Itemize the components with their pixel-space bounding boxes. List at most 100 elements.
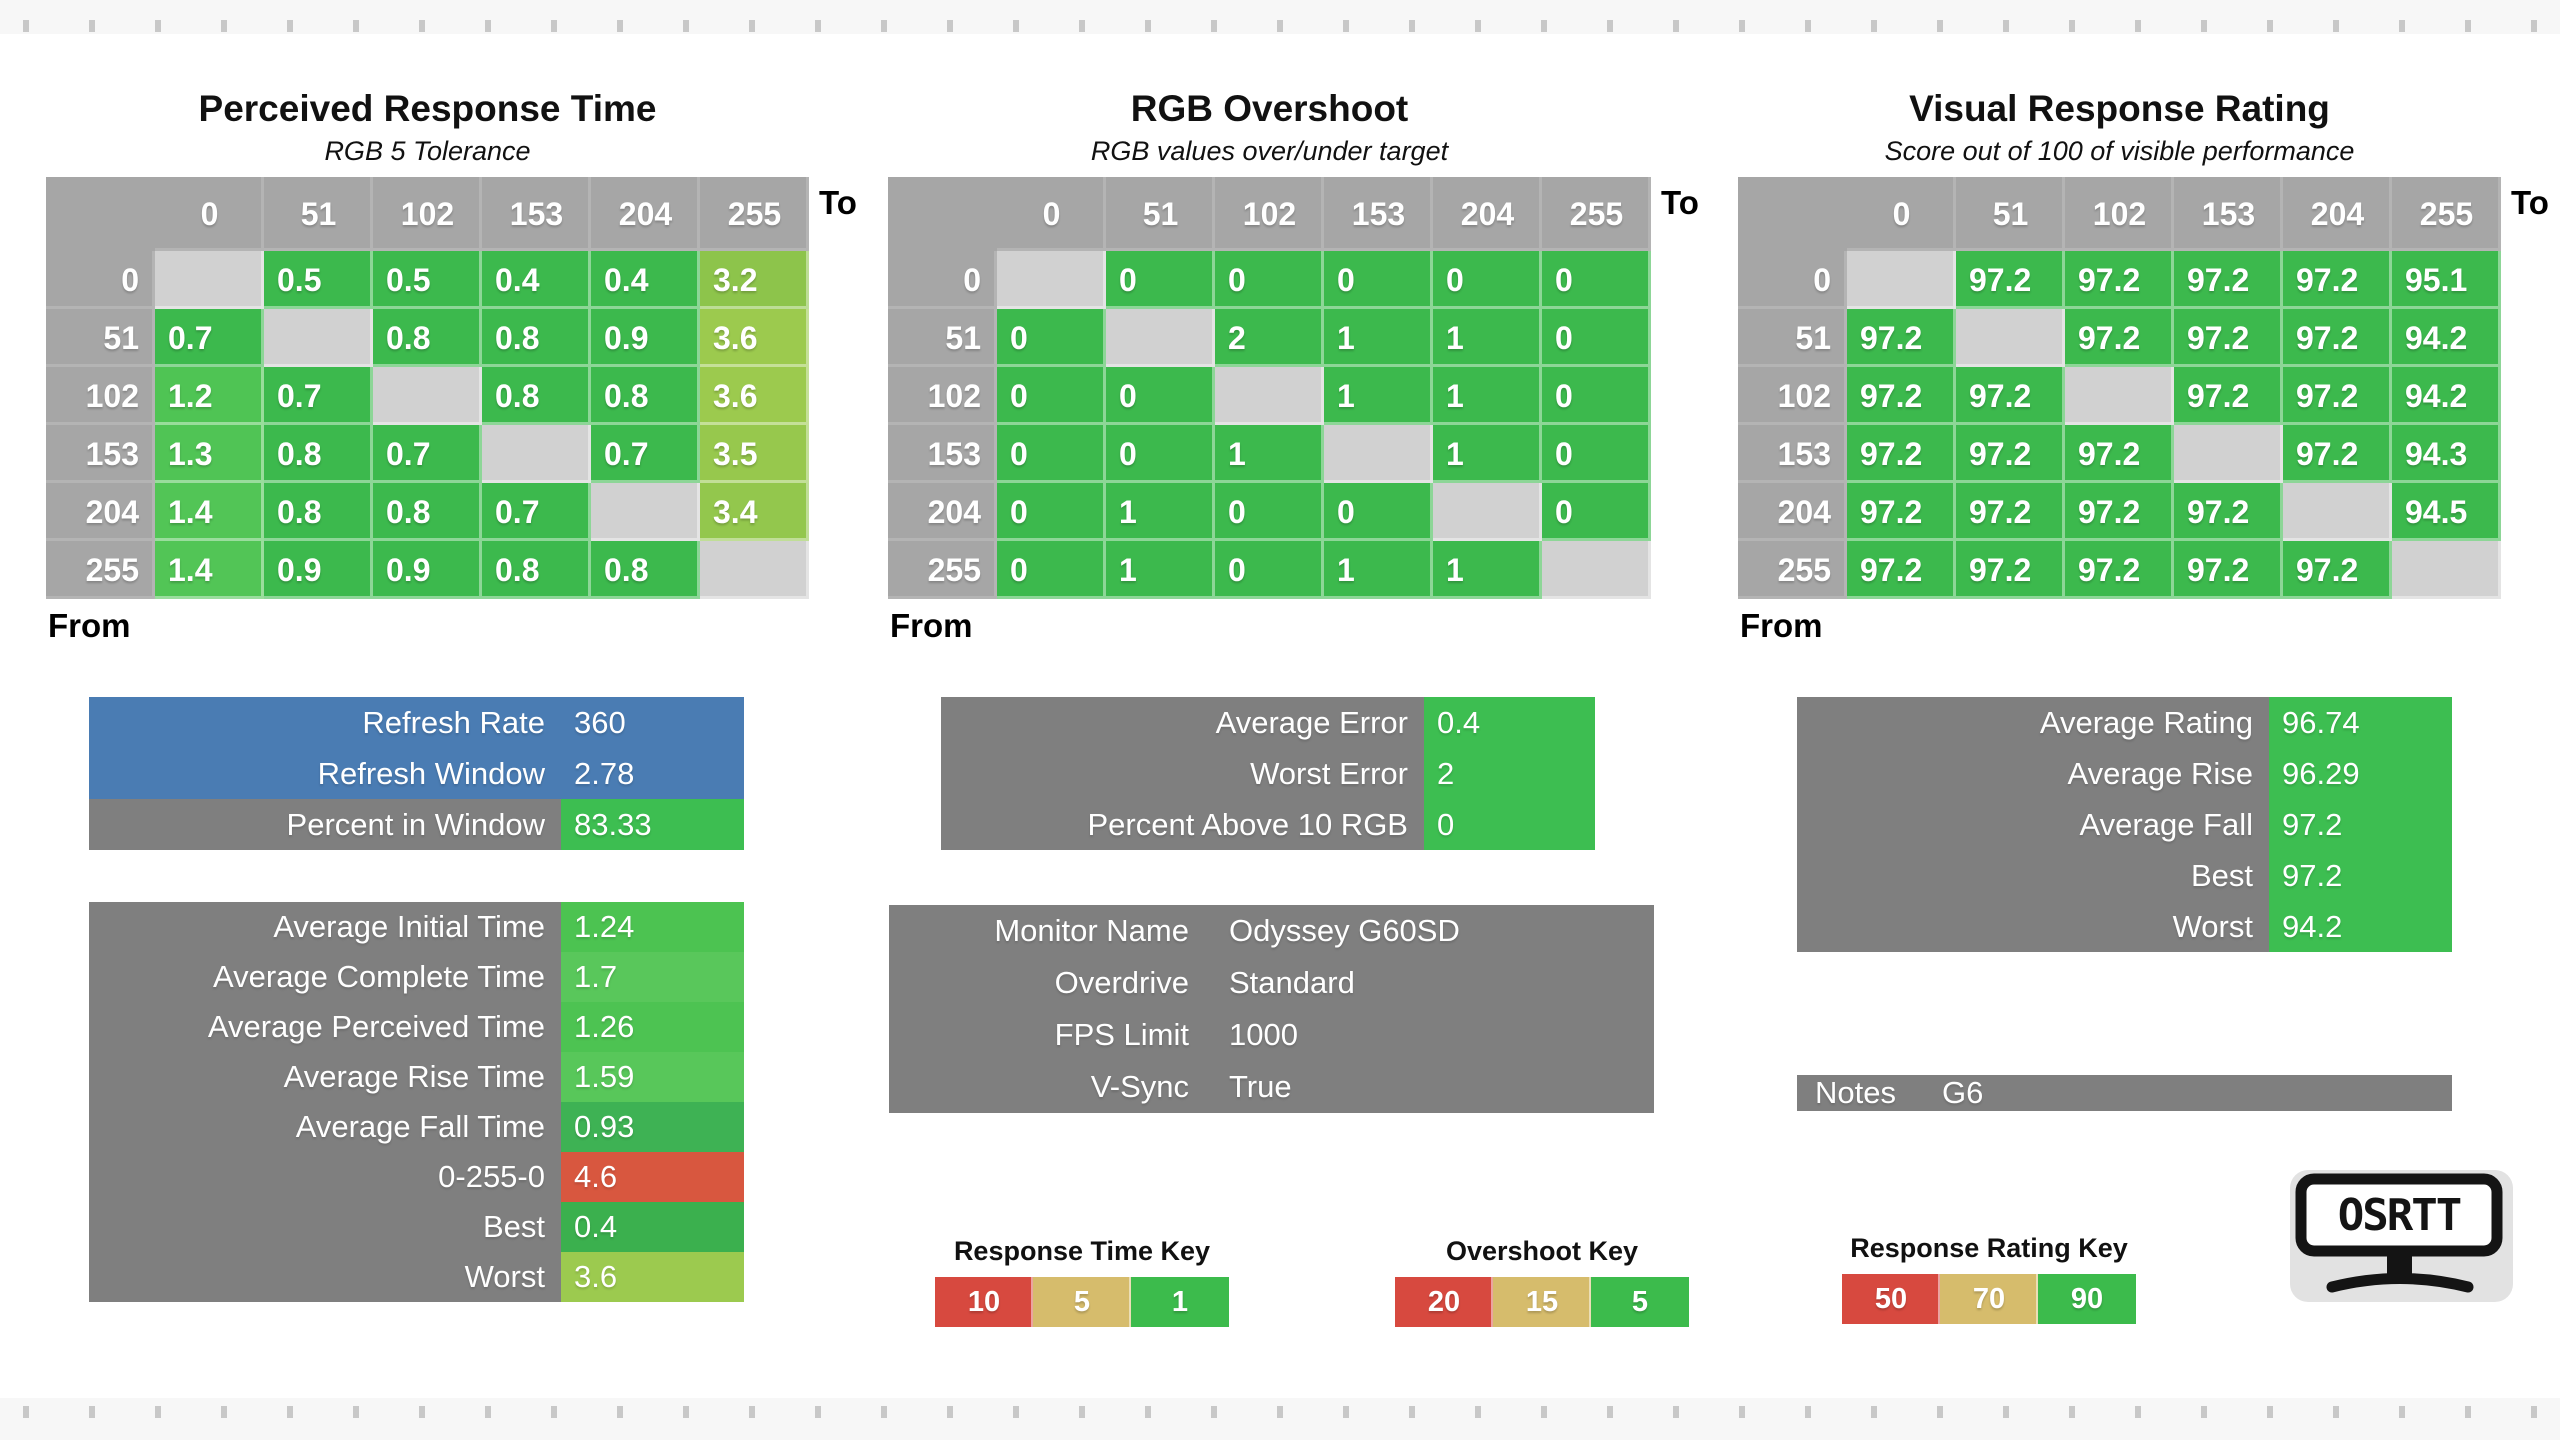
heatmap-cell: 0 — [1542, 425, 1651, 483]
panel-value: 3.6 — [561, 1252, 744, 1302]
heatmap-cell: 0 — [997, 425, 1106, 483]
heatmap-cell: 0.8 — [373, 483, 482, 541]
panel-label: Best — [89, 1202, 561, 1252]
panel-row: Best 0.4 — [89, 1202, 744, 1252]
panel-row: V-Sync True — [889, 1061, 1654, 1113]
heatmap-cell: 0 — [1324, 251, 1433, 309]
key-title: Response Time Key — [953, 1235, 1211, 1266]
heatmap-cell: 0 — [1542, 367, 1651, 425]
overshoot-key: Overshoot Key 20 15 5 — [1395, 1231, 1689, 1327]
panel-row: Worst Error 2 — [941, 748, 1595, 799]
panel-label: Worst — [89, 1252, 561, 1302]
heatmap-col-header: 255 — [2392, 177, 2501, 251]
heatmap-cell: 1 — [1324, 541, 1433, 599]
panel-value: G6 — [1895, 1075, 2452, 1111]
heatmap-cell — [2174, 425, 2283, 483]
panel-value: 96.74 — [2269, 697, 2452, 748]
heatmap-visual-rating: Visual Response Rating Score out of 100 … — [1738, 88, 2549, 644]
heatmap-cell: 97.2 — [1847, 309, 1956, 367]
heatmap-cell: 97.2 — [1956, 541, 2065, 599]
key-cell: 20 — [1395, 1277, 1493, 1327]
heatmap-cell: 97.2 — [2283, 425, 2392, 483]
panel-row: Percent in Window 83.33 — [89, 799, 744, 850]
heatmap-cell: 1 — [1324, 309, 1433, 367]
heatmap-cell: 94.3 — [2392, 425, 2501, 483]
key-cell: 70 — [1940, 1274, 2038, 1324]
heatmap-cell: 97.2 — [2065, 541, 2174, 599]
heatmap-cell: 97.2 — [2065, 483, 2174, 541]
heatmap-cell: 0.9 — [264, 541, 373, 599]
heatmap-grid: 0 51 102 153 204 255 0 97.2 97.2 97.2 97.2 95.1 51 97… — [1738, 177, 2501, 599]
key-cell: 15 — [1493, 1277, 1591, 1327]
heatmap-row-header: 0 — [888, 251, 997, 309]
heatmap-cell: 1 — [1324, 367, 1433, 425]
panel-row: Refresh Window 2.78 — [89, 748, 744, 799]
panel-label: Percent Above 10 RGB — [941, 799, 1424, 850]
heatmap-cell: 0 — [1215, 251, 1324, 309]
heatmap-cell: 0 — [1542, 309, 1651, 367]
heatmap-cell: 97.2 — [2174, 367, 2283, 425]
panel-row: Worst 3.6 — [89, 1252, 744, 1302]
heatmap-cell: 0 — [1542, 251, 1651, 309]
key-bar: 50 70 90 — [1842, 1274, 2136, 1324]
panel-label: Refresh Window — [89, 748, 561, 799]
heatmap-cell: 95.1 — [2392, 251, 2501, 309]
panel-value: 2.78 — [561, 748, 744, 799]
heatmap-cell: 0.8 — [264, 425, 373, 483]
heatmap-col-header: 0 — [155, 177, 264, 251]
osrtt-logo: OSRTT — [2290, 1170, 2513, 1302]
timing-stats-panel: Average Initial Time 1.24 Average Complete… — [89, 902, 744, 1302]
heatmap-cell: 97.2 — [1847, 425, 1956, 483]
heatmap-col-header: 102 — [2065, 177, 2174, 251]
key-cell: 90 — [2038, 1274, 2136, 1324]
heatmap-col-header: 102 — [1215, 177, 1324, 251]
heatmap-cell: 1 — [1433, 309, 1542, 367]
panel-value: 0.4 — [561, 1202, 744, 1252]
heatmap-cell: 1 — [1106, 483, 1215, 541]
bottom-ruler-strip — [0, 1398, 2560, 1440]
panel-value: 97.2 — [2269, 799, 2452, 850]
heatmap-cell: 97.2 — [2174, 541, 2283, 599]
heatmap-subtitle: RGB 5 Tolerance — [324, 136, 531, 166]
heatmap-row-header: 204 — [1738, 483, 1847, 541]
panel-label: Average Perceived Time — [89, 1002, 561, 1052]
heatmap-cell: 2 — [1215, 309, 1324, 367]
heatmap-cell: 0 — [1106, 367, 1215, 425]
heatmap-col-header: 51 — [1106, 177, 1215, 251]
axis-to-label: To — [2511, 184, 2549, 221]
panel-row: Average Complete Time 1.7 — [89, 952, 744, 1002]
axis-to-label: To — [819, 184, 857, 221]
heatmap-cell: 0.9 — [591, 309, 700, 367]
heatmap-cell: 97.2 — [2174, 483, 2283, 541]
heatmap-cell: 0.9 — [373, 541, 482, 599]
key-title: Overshoot Key — [1445, 1235, 1639, 1266]
heatmap-cell: 1 — [1106, 541, 1215, 599]
heatmap-cell — [155, 251, 264, 309]
heatmap-cell — [1956, 309, 2065, 367]
heatmap-col-header: 51 — [1956, 177, 2065, 251]
heatmap-cell: 97.2 — [2174, 309, 2283, 367]
heatmap-col-header: 255 — [700, 177, 809, 251]
heatmap-cell: 1 — [1433, 425, 1542, 483]
panel-label: Average Rating — [1797, 697, 2269, 748]
heatmap-cell: 0 — [997, 367, 1106, 425]
panel-label: Average Complete Time — [89, 952, 561, 1002]
heatmap-cell: 97.2 — [1847, 541, 1956, 599]
heatmap-cell: 0.4 — [482, 251, 591, 309]
panel-label: Refresh Rate — [89, 697, 561, 748]
heatmap-cell — [373, 367, 482, 425]
panel-value: 4.6 — [561, 1152, 744, 1202]
heatmap-cell: 1.2 — [155, 367, 264, 425]
heatmap-col-header: 0 — [997, 177, 1106, 251]
panel-value: 96.29 — [2269, 748, 2452, 799]
heatmap-row-header: 255 — [46, 541, 155, 599]
heatmap-cell: 0.8 — [373, 309, 482, 367]
panel-value: Odyssey G60SD — [1205, 905, 1654, 957]
panel-label: FPS Limit — [889, 1009, 1205, 1061]
axis-from-label: From — [48, 607, 131, 644]
heatmap-corner-cell — [1738, 177, 1847, 251]
heatmap-cell — [482, 425, 591, 483]
monitor-info-panel: Monitor Name Odyssey G60SD Overdrive Standa… — [889, 905, 1654, 1113]
key-cell: 5 — [1591, 1277, 1689, 1327]
heatmap-cell — [2392, 541, 2501, 599]
